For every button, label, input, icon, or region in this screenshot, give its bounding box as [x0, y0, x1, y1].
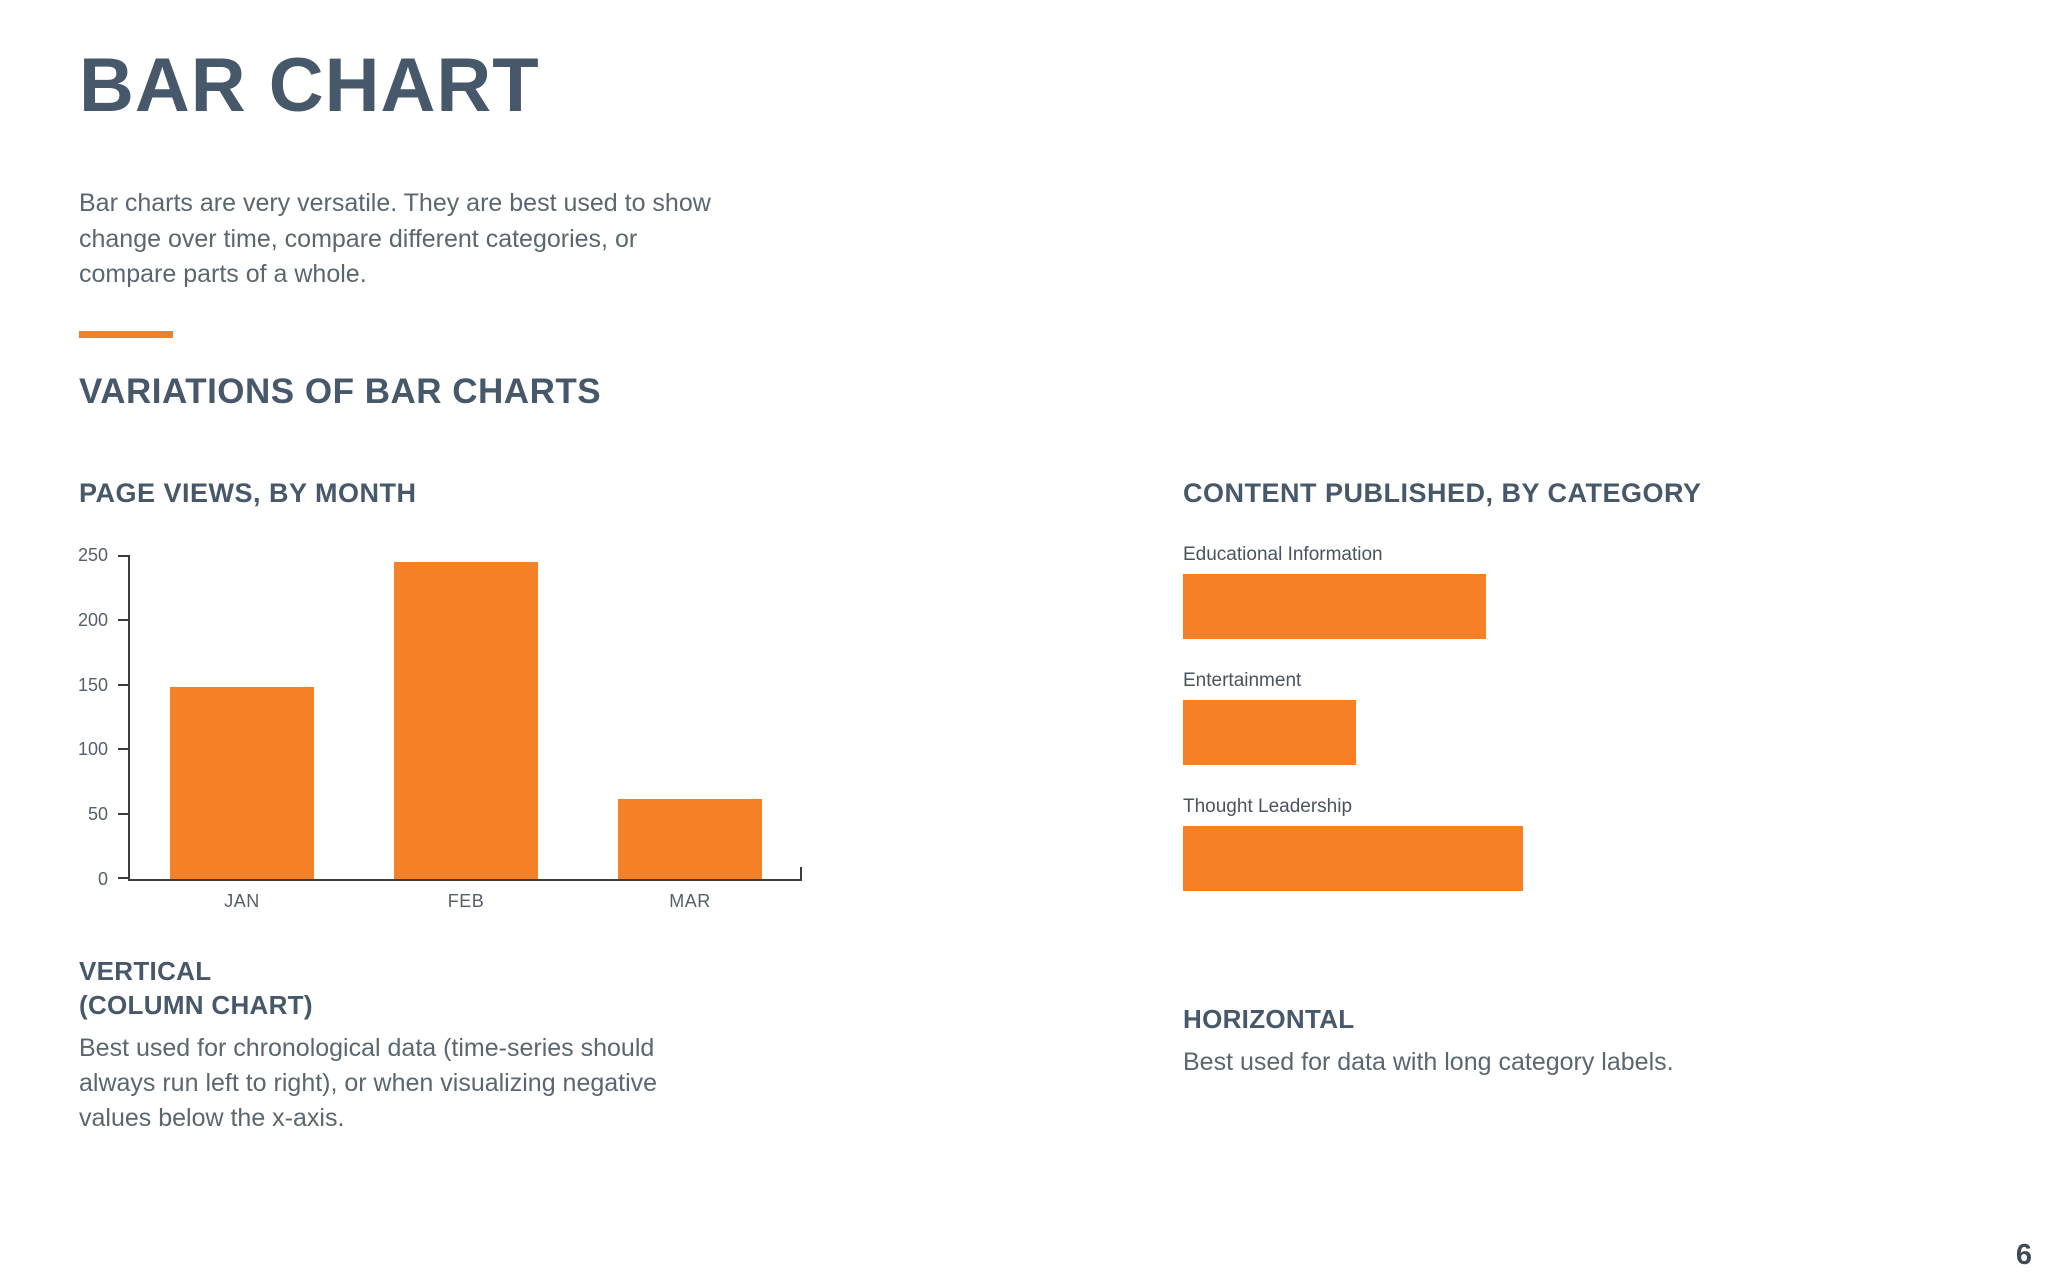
intro-text: Bar charts are very versatile. They are … — [79, 189, 711, 288]
vertical-caption-title-line1: VERTICAL — [79, 956, 212, 987]
horizontal-caption-title: HORIZONTAL — [1183, 1004, 1355, 1035]
section-heading: VARIATIONS OF BAR CHARTS — [79, 372, 602, 411]
vertical-bar-chart: 0 50 100 150 200 250 JAN FEB MAR — [78, 545, 802, 911]
x-category-label: MAR — [669, 891, 711, 912]
horizontal-bar — [1183, 700, 1357, 766]
x-category-label: FEB — [447, 891, 485, 912]
vertical-caption-body: Best used for chronological data (time-s… — [79, 1033, 658, 1132]
horizontal-caption-body: Best used for data with long category la… — [1183, 1047, 1674, 1076]
y-tick-label: 200 — [77, 609, 108, 630]
column-bar — [618, 798, 762, 880]
horizontal-bar-row: Thought Leadership — [1183, 796, 1843, 892]
right-column: CONTENT PUBLISHED, BY CATEGORY Education… — [1183, 478, 1843, 1080]
y-tick-label: 50 — [87, 804, 108, 825]
left-column: PAGE VIEWS, BY MONTH 0 50 100 150 200 250 JAN F… — [78, 478, 879, 1136]
page-title: BAR CHART — [79, 43, 540, 128]
y-tick-mark — [118, 555, 130, 558]
column-bar — [394, 561, 538, 880]
y-tick-mark — [118, 683, 130, 686]
x-axis-end-tick — [800, 867, 802, 880]
y-tick-mark — [118, 748, 130, 751]
horizontal-bar-label: Entertainment — [1183, 670, 1302, 692]
y-tick-label: 0 — [97, 869, 108, 890]
y-tick-label: 100 — [77, 739, 108, 760]
y-tick-mark — [118, 877, 130, 880]
column-bar — [170, 687, 314, 880]
page-number: 6 — [2015, 1239, 2032, 1271]
horizontal-bar-row: Educational Information — [1183, 544, 1843, 640]
vertical-caption-title-line2: (COLUMN CHART) — [79, 989, 313, 1020]
vertical-chart-title: PAGE VIEWS, BY MONTH — [79, 478, 417, 508]
horizontal-bar-row: Entertainment — [1183, 670, 1843, 766]
horizontal-chart-caption: HORIZONTAL Best used for data with long … — [1183, 1003, 1843, 1080]
accent-divider — [79, 331, 173, 338]
vertical-caption-title: VERTICAL (COLUMN CHART) — [79, 955, 879, 1023]
horizontal-bar — [1183, 826, 1523, 892]
horizontal-chart-title: CONTENT PUBLISHED, BY CATEGORY — [1183, 478, 1702, 508]
x-category-label: JAN — [224, 891, 260, 912]
y-tick-mark — [118, 813, 130, 816]
horizontal-bar — [1183, 574, 1486, 640]
vertical-chart-plot-area: 0 50 100 150 200 250 JAN FEB MAR — [78, 545, 802, 911]
y-tick-label: 250 — [77, 545, 108, 566]
y-tick-mark — [118, 618, 130, 621]
horizontal-bar-chart: Educational Information Entertainment Thou… — [1183, 544, 1843, 892]
horizontal-bar-label: Educational Information — [1183, 544, 1383, 566]
horizontal-bar-label: Thought Leadership — [1183, 796, 1353, 818]
vertical-chart-caption: VERTICAL (COLUMN CHART) Best used for ch… — [79, 955, 879, 1136]
y-tick-label: 150 — [77, 674, 108, 695]
